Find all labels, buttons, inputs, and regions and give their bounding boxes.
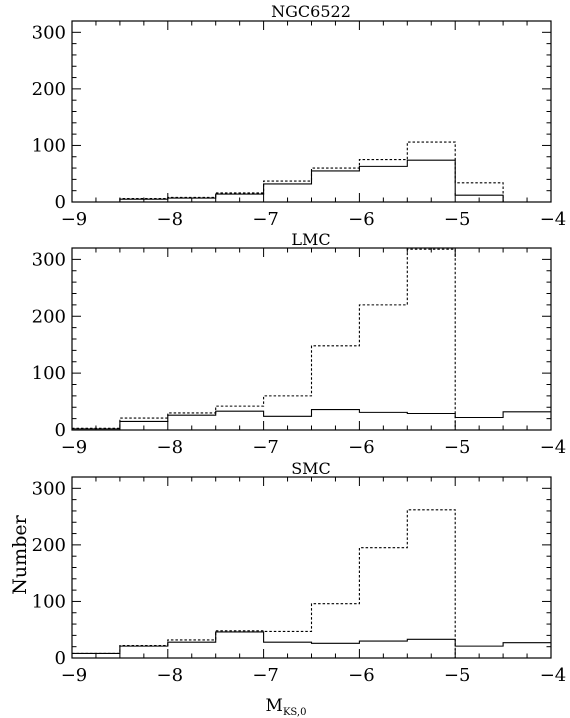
histogram-solid-series bbox=[72, 159, 551, 203]
x-tick-label: −8 bbox=[157, 209, 184, 230]
axis-tick-labels: −9 −8 −7 −6 −5 −4 0 100 200 300 bbox=[32, 22, 567, 230]
panel-smc: SMC −9 −8 −7 −6 −5 −4 0 100 200 300 bbox=[32, 459, 567, 686]
x-tick-label: −9 bbox=[61, 209, 88, 230]
x-tick-label: −6 bbox=[348, 437, 375, 458]
axis-ticks bbox=[71, 476, 552, 659]
series-group bbox=[72, 248, 551, 431]
panel-title: LMC bbox=[291, 230, 330, 249]
x-tick-label: −8 bbox=[157, 437, 184, 458]
y-tick-label: 0 bbox=[55, 648, 66, 669]
y-tick-label: 200 bbox=[32, 79, 66, 100]
x-tick-label: −7 bbox=[252, 209, 279, 230]
histogram-solid-series bbox=[72, 631, 551, 655]
series-group bbox=[72, 141, 551, 203]
x-tick-label: −5 bbox=[444, 437, 471, 458]
x-axis-label: MKS,0 bbox=[266, 696, 307, 718]
series-group bbox=[72, 509, 551, 659]
panel-title: SMC bbox=[291, 459, 331, 478]
y-tick-label: 300 bbox=[32, 249, 66, 270]
histogram-dotted-series bbox=[72, 509, 551, 659]
x-tick-label: −7 bbox=[252, 437, 279, 458]
axis-tick-labels: −9 −8 −7 −6 −5 −4 0 100 200 300 bbox=[32, 478, 567, 686]
axis-ticks bbox=[71, 247, 552, 431]
panel-ngc6522: NGC6522 −9 −8 −7 −6 −5 −4 0 100 200 300 bbox=[32, 2, 567, 230]
y-tick-label: 0 bbox=[55, 420, 66, 441]
y-tick-label: 200 bbox=[32, 306, 66, 327]
y-tick-label: 300 bbox=[32, 22, 66, 43]
y-tick-label: 0 bbox=[55, 192, 66, 213]
x-axis-label-sub: KS,0 bbox=[283, 707, 307, 718]
y-tick-label: 200 bbox=[32, 535, 66, 556]
x-tick-label: −6 bbox=[348, 209, 375, 230]
x-tick-label: −4 bbox=[540, 209, 567, 230]
x-tick-label: −9 bbox=[61, 437, 88, 458]
panel-title: NGC6522 bbox=[271, 2, 351, 21]
panel-lmc: LMC −9 −8 −7 −6 −5 −4 0 100 200 300 bbox=[32, 230, 567, 458]
x-axis-label-main: M bbox=[266, 696, 283, 716]
x-tick-label: −4 bbox=[540, 665, 567, 686]
y-axis-label: Number bbox=[9, 514, 31, 594]
y-tick-label: 100 bbox=[32, 135, 66, 156]
x-tick-label: −4 bbox=[540, 437, 567, 458]
histogram-dotted-series bbox=[72, 248, 551, 431]
x-tick-label: −9 bbox=[61, 665, 88, 686]
y-tick-label: 300 bbox=[32, 478, 66, 499]
x-tick-label: −7 bbox=[252, 665, 279, 686]
x-tick-label: −5 bbox=[444, 209, 471, 230]
histogram-dotted-series bbox=[72, 141, 551, 203]
x-tick-label: −5 bbox=[444, 665, 471, 686]
y-tick-label: 100 bbox=[32, 363, 66, 384]
plot-frame bbox=[71, 247, 552, 431]
y-tick-label: 100 bbox=[32, 591, 66, 612]
axis-tick-labels: −9 −8 −7 −6 −5 −4 0 100 200 300 bbox=[32, 249, 567, 458]
x-tick-label: −8 bbox=[157, 665, 184, 686]
x-tick-label: −6 bbox=[348, 665, 375, 686]
